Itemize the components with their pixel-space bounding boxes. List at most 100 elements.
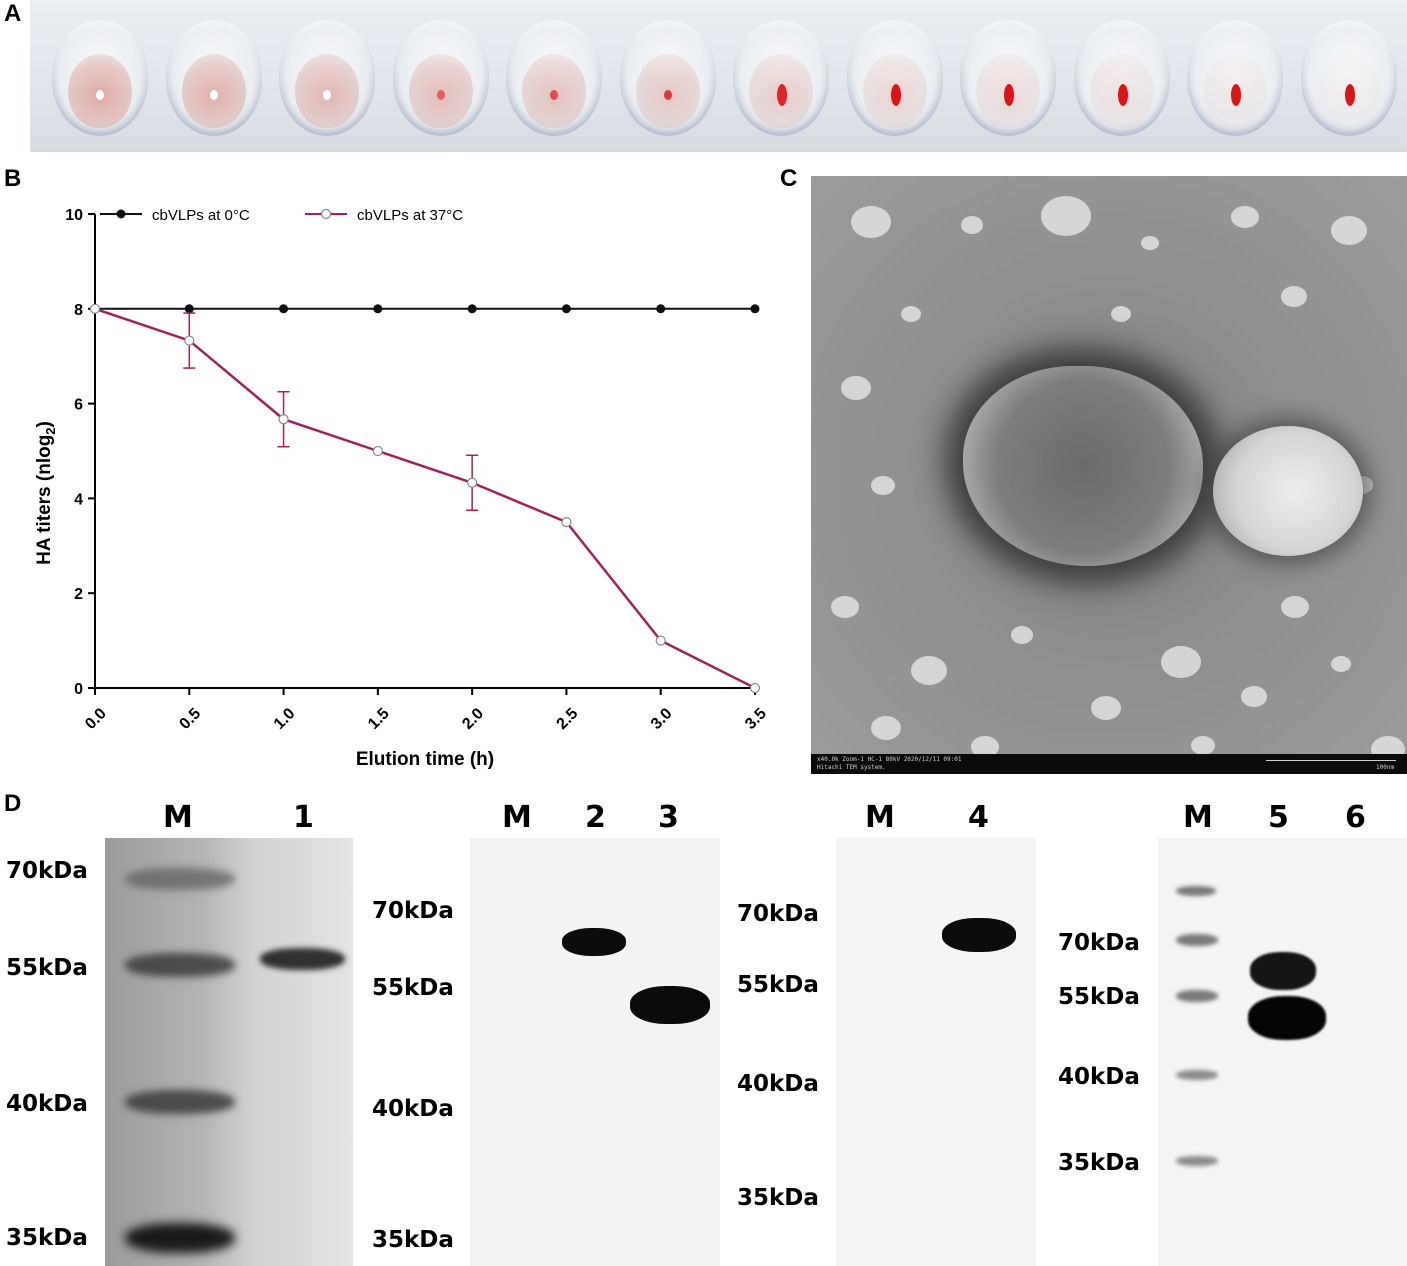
blot-4-marker-55: 55kDa (1058, 984, 1140, 1010)
blot-4-marker-band-40 (1176, 1070, 1218, 1080)
data-point-series-2 (184, 335, 195, 346)
panel-label-d: D (4, 790, 22, 817)
y-axis-label-main: HA titers (nlog (34, 435, 55, 565)
blot-1-marker-band-40 (125, 1090, 235, 1114)
blot-1-lane-1-band (260, 948, 345, 970)
data-point-series-1 (750, 304, 760, 314)
blot-1-marker-band-55 (125, 953, 235, 977)
blot-1 (105, 838, 353, 1266)
panel-label-a: A (4, 0, 22, 27)
well-sediment-dot (550, 90, 558, 100)
stain-speck (1141, 236, 1159, 251)
well-sediment-dot (323, 90, 331, 100)
x-tick-label: 0.0 (82, 705, 110, 733)
legend-marker-1 (116, 209, 126, 219)
blot-4-marker-band-1 (1176, 886, 1216, 896)
data-point-series-1 (279, 304, 289, 314)
blot-1-marker-band-35 (125, 1223, 235, 1253)
y-axis-label: HA titers (nlog2) (34, 421, 58, 565)
y-tick-label: 10 (65, 207, 83, 224)
data-point-series-1 (184, 304, 194, 314)
y-axis-label-close: ) (34, 421, 55, 427)
stain-speck (831, 596, 859, 619)
blot-4-marker-band-70 (1176, 934, 1218, 946)
x-tick-label: 1.5 (365, 705, 393, 733)
x-tick-label: 1.0 (271, 705, 299, 733)
ha-titer-chart-svg: 0 2 4 6 8 10 0.0 0.5 1.0 1.5 2.0 2.5 3.0 3.5 cbVLPs a… (34, 207, 770, 770)
stain-speck (1091, 696, 1121, 720)
data-point-series-2 (655, 635, 666, 646)
x-tick-label: 0.5 (176, 705, 204, 733)
blot-4-marker-40: 40kDa (1058, 1064, 1140, 1090)
blot-3-marker-55: 55kDa (737, 972, 819, 998)
stain-speck (911, 656, 947, 685)
panel-label-c: C (780, 165, 798, 192)
stain-speck (1161, 646, 1201, 678)
blot-2-lane-3-band (630, 986, 710, 1024)
blot-4-lane-m-label: M (1183, 800, 1213, 835)
well (1300, 20, 1397, 136)
data-point-series-1 (373, 304, 383, 314)
stain-speck (841, 376, 871, 400)
blot-3-lane-m-label: M (865, 800, 895, 835)
tem-micrograph: x40.0k Zoom-1 HC-1 80kV 2020/12/11 09:01… (811, 176, 1407, 774)
blot-1-marker-40: 40kDa (6, 1091, 88, 1117)
blot-2-marker-55: 55kDa (372, 975, 454, 1001)
data-point-series-2 (561, 517, 572, 528)
data-point-series-2 (467, 477, 478, 488)
blot-1-marker-35: 35kDa (6, 1225, 88, 1251)
well (165, 20, 262, 136)
virus-particle-large (963, 366, 1203, 566)
blot-3-lane-4-label: 4 (968, 800, 989, 835)
blot-4-lane-6-label: 6 (1345, 800, 1366, 835)
blot-1-lane-1-label: 1 (293, 800, 314, 835)
stain-speck (961, 216, 983, 234)
blot-2-lane-3-label: 3 (658, 800, 679, 835)
blot-1-marker-55: 55kDa (6, 955, 88, 981)
stain-speck (851, 206, 891, 238)
blot-3 (836, 838, 1036, 1266)
x-tick-label: 2.5 (554, 705, 582, 733)
blot-4-lane-5-label: 5 (1268, 800, 1289, 835)
y-tick-label: 4 (74, 491, 83, 508)
blot-2-lane-2-label: 2 (585, 800, 606, 835)
well (52, 20, 148, 136)
panel-label-b: B (4, 165, 22, 192)
data-point-series-1 (467, 304, 477, 314)
blot-2-marker-35: 35kDa (372, 1227, 454, 1253)
blot-4-marker-band-55 (1176, 990, 1218, 1002)
data-point-series-2 (89, 303, 101, 314)
legend-marker-2 (320, 208, 332, 220)
stain-speck (871, 476, 895, 496)
series-line-2 (94, 307, 756, 690)
tem-info-text: x40.0k Zoom-1 HC-1 80kV 2020/12/11 09:01 (817, 756, 962, 763)
data-point-series-2 (278, 414, 289, 425)
stain-speck (1331, 216, 1367, 245)
well-sediment-dot (209, 90, 218, 100)
virus-particle-small (1213, 426, 1363, 556)
stain-speck (1241, 686, 1267, 707)
y-axis-label-subscript: 2 (43, 427, 58, 434)
tem-system-text: Hitachi TEM system. (817, 764, 886, 771)
stain-speck (1191, 736, 1215, 756)
well-sediment-dot (436, 90, 445, 100)
well-sediment-dot (96, 90, 104, 100)
y-tick-label: 8 (74, 302, 83, 319)
well (392, 20, 489, 136)
well (619, 20, 716, 136)
stain-speck (871, 716, 901, 740)
blot-4 (1158, 838, 1407, 1266)
blot-3-marker-40: 40kDa (737, 1071, 819, 1097)
stain-speck (1281, 286, 1307, 307)
well-sediment-dot (1344, 84, 1355, 106)
stain-speck (1281, 596, 1309, 619)
legend-label-2: cbVLPs at 37°C (357, 207, 463, 224)
well (1073, 20, 1170, 136)
blot-4-marker-band-35 (1176, 1156, 1218, 1166)
blot-2-lane-2-band (562, 928, 626, 956)
well (279, 20, 375, 136)
blot-2-marker-70: 70kDa (372, 898, 454, 924)
y-tick-label: 6 (74, 397, 83, 414)
blot-3-marker-35: 35kDa (737, 1185, 819, 1211)
stain-speck (1011, 626, 1033, 644)
